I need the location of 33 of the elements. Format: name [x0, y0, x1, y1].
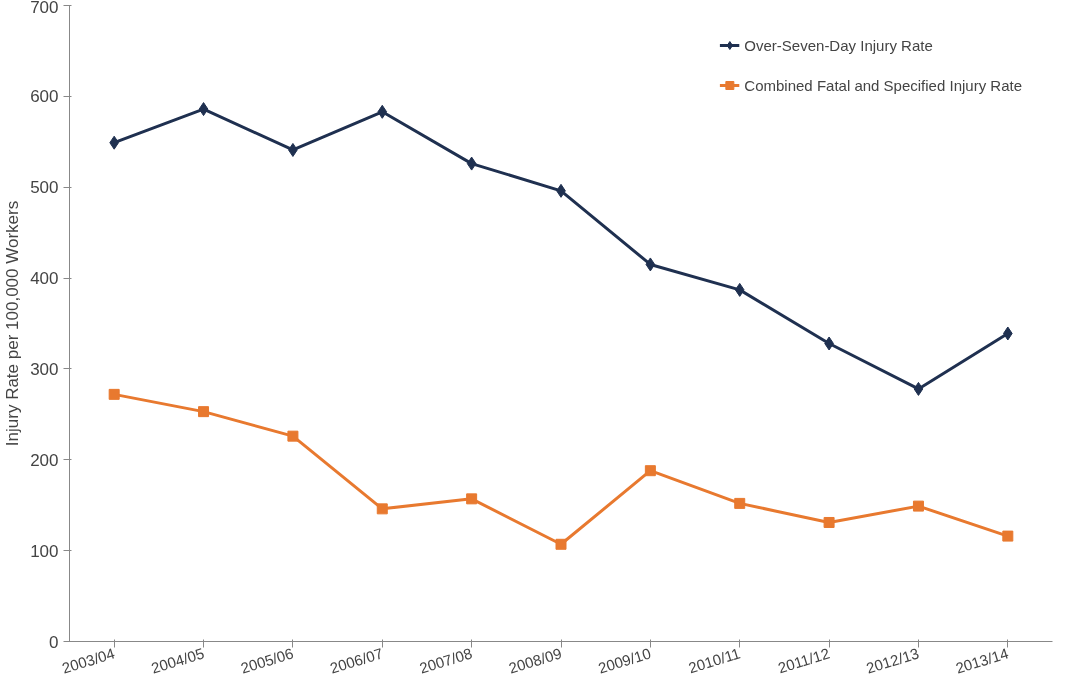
point — [644, 465, 656, 477]
y-tick-label: 700 — [30, 0, 59, 17]
point — [734, 282, 745, 297]
point — [1002, 326, 1013, 341]
y-tick-label: 300 — [30, 359, 59, 379]
point — [109, 135, 120, 150]
point — [198, 102, 209, 117]
point — [466, 493, 478, 505]
point — [1002, 530, 1014, 542]
y-axis-title: Injury Rate per 100,000 Workers — [3, 200, 23, 447]
point — [377, 104, 388, 119]
point — [913, 381, 924, 396]
y-tick-label: 200 — [30, 450, 59, 470]
x-tick-label: 2009/10 — [596, 644, 653, 677]
x-tick-label: 2011/12 — [775, 644, 832, 677]
point — [108, 388, 120, 400]
y-tick-label: 400 — [30, 269, 59, 289]
x-tick-label: 2010/11 — [686, 644, 743, 677]
legend-label: Over-Seven-Day Injury Rate — [744, 36, 933, 54]
y-tick-label: 100 — [30, 541, 59, 561]
point — [823, 516, 835, 528]
point — [555, 538, 567, 550]
point — [912, 500, 924, 512]
point — [198, 406, 210, 418]
point — [466, 156, 477, 171]
y-tick-label: 0 — [49, 632, 59, 652]
point — [645, 257, 656, 272]
y-tick-label: 600 — [30, 87, 59, 107]
point — [734, 497, 746, 509]
y-tick-label: 500 — [30, 178, 59, 198]
point — [376, 503, 388, 515]
point — [287, 430, 299, 442]
legend-label: Combined Fatal and Specified Injury Rate — [744, 76, 1022, 94]
